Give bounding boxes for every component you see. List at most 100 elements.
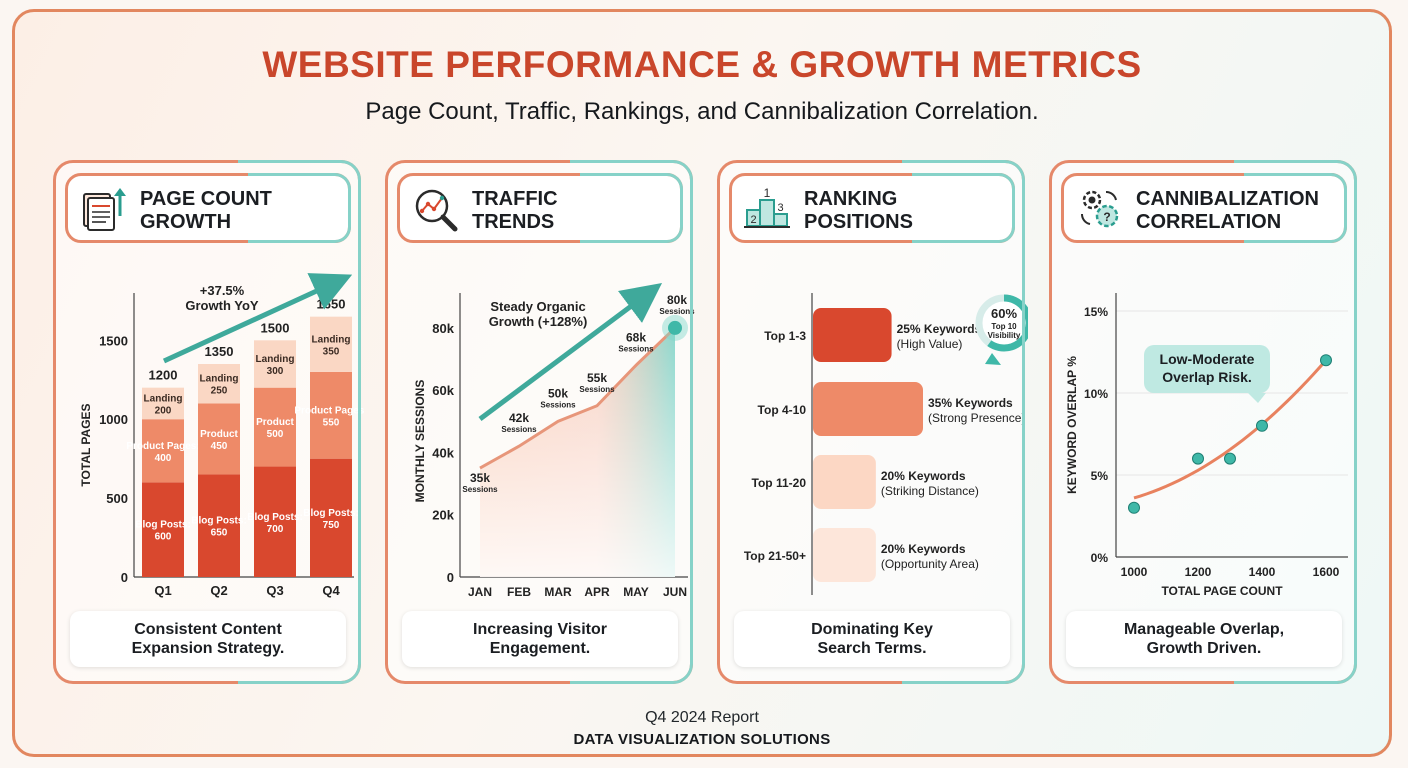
x-tick-label: MAY [623, 585, 649, 599]
data-point [1320, 354, 1332, 367]
ranking-bar [813, 382, 923, 436]
bar-segment [198, 403, 240, 475]
data-point [1224, 452, 1236, 465]
bar-segment [142, 387, 184, 420]
panel-caption: Dominating Key Search Terms. [734, 611, 1010, 667]
bar-segment [142, 482, 184, 577]
x-tick-label: 1000 [1121, 565, 1148, 579]
bar-desc-label: (Opportunity Area) [881, 557, 979, 571]
callout-box [1144, 345, 1270, 393]
svg-text:?: ? [1103, 210, 1110, 224]
bar-segment-label: Product Pages: [294, 405, 364, 416]
ranking-bar [813, 308, 892, 362]
bar-segment-label: Blog Posts: [303, 508, 359, 519]
y-tick-label: 0 [447, 570, 454, 585]
cannibalization-chart: 0% 5% 10% 15% 1000 1200 1400 1600 TOTAL PAGE COU… [1065, 293, 1348, 598]
x-tick-label: FEB [507, 585, 531, 599]
panel-caption: Consistent Content Expansion Strategy. [70, 611, 346, 667]
point-value-label: 42k [509, 411, 529, 425]
y-tick-label: 20k [432, 508, 454, 523]
bar-total-label: 1650 [317, 297, 346, 312]
x-tick-label: JAN [468, 585, 492, 599]
bar-segment [310, 458, 352, 577]
point-value-label: 80k [667, 293, 687, 307]
bar-total-label: 1200 [149, 368, 178, 383]
bar-segment-label: 400 [155, 453, 172, 464]
bar-segment-label: 600 [155, 532, 172, 543]
bar-segment-label: 300 [267, 366, 284, 377]
panel-caption: Increasing Visitor Engagement. [402, 611, 678, 667]
point-sublabel: Sessions [618, 344, 654, 353]
y-tick-label: 40k [432, 445, 454, 460]
y-tick-label: 0% [1091, 551, 1109, 565]
data-point [668, 320, 682, 335]
panel-title: TRAFFIC TRENDS [472, 188, 558, 233]
ranking-chart: Top 1-3 25% Keywords(High Value) Top 4-10 3… [744, 293, 1028, 595]
page-subtitle: Page Count, Traffic, Rankings, and Canni… [365, 98, 1039, 125]
bar-segment-label: 550 [323, 417, 340, 428]
point-sublabel: Sessions [501, 425, 537, 434]
growth-annotation: +37.5% [200, 283, 245, 298]
point-sublabel: Sessions [540, 400, 576, 409]
svg-text:2: 2 [750, 214, 756, 226]
bar-segment-label: 700 [267, 524, 284, 535]
bar-segment [198, 364, 240, 404]
data-point [1128, 501, 1140, 514]
callout-pointer [1248, 393, 1266, 403]
y-axis-label: KEYWORD OVERLAP % [1065, 356, 1079, 494]
bar-segment [254, 387, 296, 467]
panel-page-count: PAGE COUNT GROWTH 0 500 1000 1500 TOTAL PAGES… [53, 160, 364, 684]
bar-segment-label: Blog Posts: [247, 512, 303, 523]
bar-segment-label: Blog Posts: [135, 520, 191, 531]
report-period: Q4 2024 Report [645, 709, 759, 726]
bar-desc-label: (Strong Presence) [928, 411, 1025, 425]
point-value-label: 68k [626, 330, 646, 344]
y-axis-label: MONTHLY SESSIONS [413, 380, 427, 503]
bar-segment-label: 500 [267, 429, 284, 440]
gauge-arc [987, 294, 1028, 352]
bar-segment [142, 419, 184, 483]
bar-segment [310, 371, 352, 459]
bar-segment-label: Landing [256, 354, 295, 365]
bar-value-label: 25% Keywords [897, 322, 982, 336]
ranking-bar [813, 528, 876, 582]
point-value-label: 55k [587, 371, 607, 385]
panel-title: CANNIBALIZATION CORRELATION [1136, 188, 1319, 233]
bar-segment-label: Landing [200, 374, 239, 385]
panel-rankings: 1 2 3 RANKING POSITIONS Top 1-3 25% Keywor… [717, 160, 1028, 684]
gears-question-icon: ? [1080, 190, 1119, 228]
bar-value-label: 35% Keywords [928, 396, 1013, 410]
x-tick-label: Q1 [154, 583, 171, 598]
y-tick-label: 15% [1084, 305, 1108, 319]
point-value-label: 35k [470, 471, 490, 485]
report-brand: DATA VISUALIZATION SOLUTIONS [573, 731, 831, 748]
growth-arrow [162, 273, 353, 364]
x-tick-label: 1600 [1313, 565, 1340, 579]
category-label: Top 21-50+ [744, 549, 806, 563]
bar-segment-label: 750 [323, 520, 340, 531]
x-tick-label: Q4 [322, 583, 340, 598]
callout-text: Low-Moderate [1160, 351, 1255, 367]
bar-segment-label: Product [256, 417, 294, 428]
panel-title: RANKING POSITIONS [804, 188, 913, 233]
gauge-arrowhead [985, 353, 1001, 365]
growth-annotation: Growth YoY [185, 298, 259, 313]
x-tick-label: MAR [544, 585, 572, 599]
panel-header: 1 2 3 RANKING POSITIONS [729, 173, 1015, 243]
bar-segment-label: 200 [155, 405, 172, 416]
panel-traffic: TRAFFIC TRENDS 0 20k 40k 60k 80k MONTHLY SESSI… [385, 160, 695, 684]
y-tick-label: 0 [121, 570, 128, 585]
y-tick-label: 10% [1084, 387, 1108, 401]
panel-cannibalization: ? CANNIBALIZATION CORRELATION 0% 5% 10% 15% 1… [1049, 160, 1357, 684]
svg-text:3: 3 [777, 202, 783, 214]
trend-line [1133, 359, 1328, 500]
category-label: Top 4-10 [758, 403, 807, 417]
magnifier-chart-icon [415, 189, 458, 232]
y-tick-label: 80k [432, 321, 454, 336]
panel-header: TRAFFIC TRENDS [397, 173, 683, 243]
bar-total-label: 1500 [261, 320, 290, 335]
growth-arrow [478, 283, 663, 422]
panel-header: ? CANNIBALIZATION CORRELATION [1061, 173, 1347, 243]
y-tick-label: 1000 [99, 412, 128, 427]
